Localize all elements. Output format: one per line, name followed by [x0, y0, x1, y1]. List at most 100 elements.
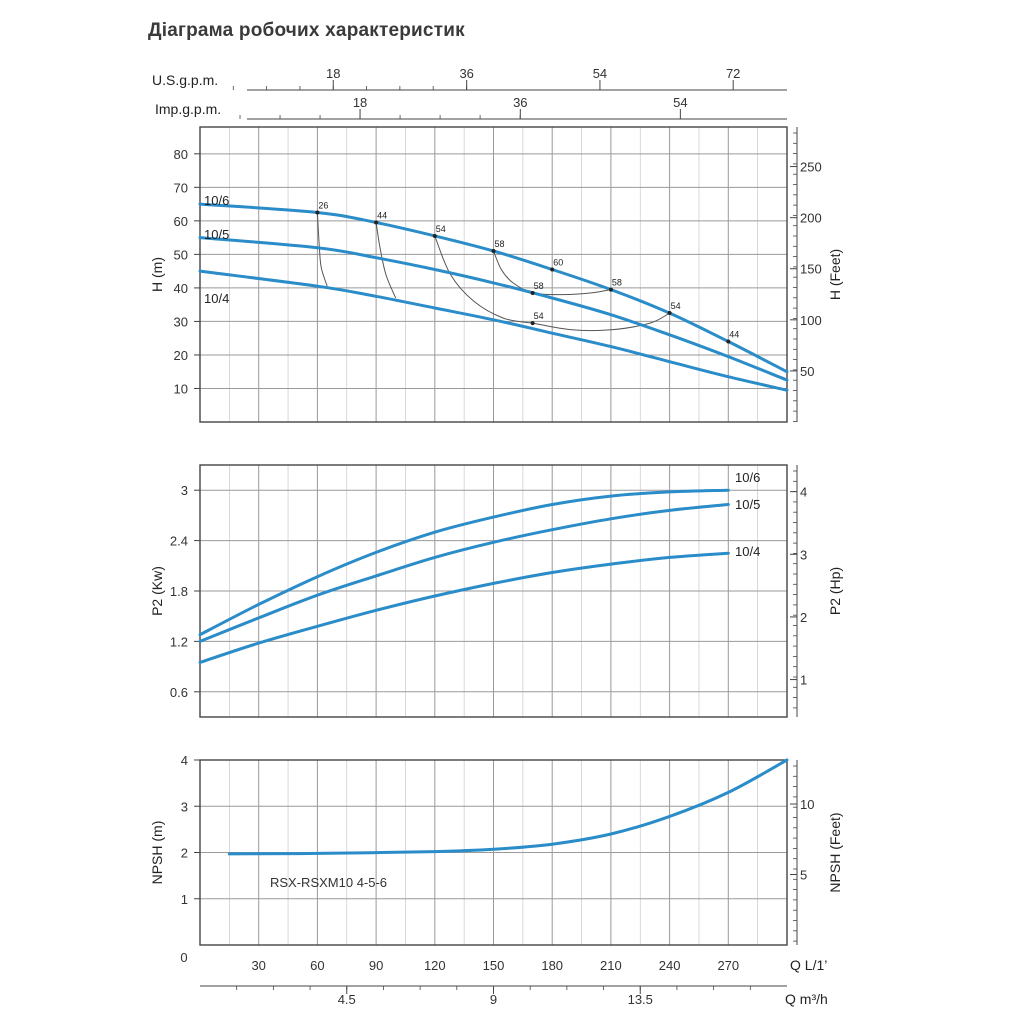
x-tick-label: 270	[717, 958, 739, 973]
y-tick-label: 1	[181, 892, 188, 907]
efficiency-label: 58	[612, 278, 622, 288]
head-chart: 10 20 30 40 50 60 70 80 50 100 150 200 250 H (m) H (Fe…	[149, 126, 843, 423]
series-label: 10/6	[204, 193, 229, 208]
x-tick-label: 90	[369, 958, 383, 973]
efficiency-label: 44	[377, 211, 387, 221]
y-tick-label: 80	[174, 147, 188, 162]
x-tick-label: 60	[310, 958, 324, 973]
right-tick-label: 150	[800, 262, 822, 277]
series-line	[198, 488, 730, 637]
efficiency-label: 58	[534, 281, 544, 291]
efficiency-point	[667, 311, 672, 316]
y-tick-label: 70	[174, 180, 188, 195]
efficiency-point	[432, 233, 437, 238]
top-axis-label: U.S.g.p.m.	[152, 72, 218, 88]
npsh-chart: 1 2 3 4 5 10 NPSH (m) NPSH (Feet) RSX-RSXM10 4-5…	[149, 753, 843, 1007]
series-line	[198, 202, 789, 374]
right-tick-label: 2	[800, 610, 807, 625]
efficiency-point	[491, 249, 496, 254]
efficiency-label: 54	[436, 224, 446, 234]
y-axis-right-label: H (Feet)	[827, 249, 843, 300]
x-tick-label: 210	[600, 958, 622, 973]
y-axis-right-label: P2 (Hp)	[827, 567, 843, 615]
y-axis-right-label: NPSH (Feet)	[827, 812, 843, 892]
top-axis-tick-label: 18	[353, 95, 367, 110]
efficiency-curve	[316, 212, 328, 287]
series-line	[198, 503, 730, 643]
efficiency-point	[374, 220, 379, 225]
efficiency-curve	[375, 222, 397, 299]
top-axis-tick-label: 18	[326, 66, 340, 81]
bottom-axis-tick-label: 9	[490, 992, 497, 1007]
bottom-axis-tick-label: 4.5	[338, 992, 356, 1007]
right-tick-label: 100	[800, 313, 822, 328]
series-line	[198, 269, 789, 392]
right-tick-label: 3	[800, 547, 807, 562]
right-tick-label: 5	[800, 868, 807, 883]
efficiency-label: 54	[671, 301, 681, 311]
power-chart: 0.6 1.2 1.8 2.4 3 1 2 3 4 P2 (Kw) P2 (Hp) 10/6 10/5 1…	[149, 464, 843, 718]
y-tick-label: 4	[181, 753, 188, 768]
page-title: Діаграма робочих характеристик	[148, 20, 465, 41]
y-tick-label: 3	[181, 483, 188, 498]
x-tick-label: 180	[541, 958, 563, 973]
y-tick-label: 1.2	[170, 634, 188, 649]
top-axis-label: Imp.g.p.m.	[155, 101, 221, 117]
x-tick-label: 240	[659, 958, 681, 973]
y-axis-label: NPSH (m)	[149, 821, 165, 885]
efficiency-label: 26	[318, 200, 328, 210]
y-tick-label: 1.8	[170, 584, 188, 599]
y-tick-label: 0.6	[170, 685, 188, 700]
series-label: 10/4	[735, 544, 760, 559]
top-axis-tick-label: 36	[459, 66, 473, 81]
x-tick-label: 120	[424, 958, 446, 973]
efficiency-curve	[532, 312, 670, 332]
series-label: 10/5	[735, 497, 760, 512]
top-axis-tick-label: 36	[513, 95, 527, 110]
efficiency-label: 44	[729, 330, 739, 340]
series-label: 10/5	[204, 227, 229, 242]
top-axis-tick-label: 54	[673, 95, 687, 110]
y-tick-label: 40	[174, 281, 188, 296]
series-line	[198, 236, 789, 382]
right-tick-label: 50	[800, 364, 814, 379]
x-origin-label: 0	[180, 950, 187, 965]
x-axis-unit-label: Q L/1’	[790, 957, 827, 973]
efficiency-point	[530, 321, 535, 326]
efficiency-point	[726, 339, 731, 344]
efficiency-label: 58	[495, 239, 505, 249]
bottom-axis-tick-label: 13.5	[628, 992, 653, 1007]
y-tick-label: 30	[174, 314, 188, 329]
series-line	[198, 551, 730, 664]
efficiency-label: 60	[553, 257, 563, 267]
right-tick-label: 4	[800, 485, 807, 500]
y-tick-label: 3	[181, 799, 188, 814]
efficiency-label: 54	[534, 311, 544, 321]
series-label: 10/4	[204, 291, 229, 306]
x-tick-label: 150	[483, 958, 505, 973]
y-tick-label: 2.4	[170, 534, 188, 549]
right-tick-label: 200	[800, 211, 822, 226]
series-label: 10/6	[735, 470, 760, 485]
efficiency-point	[530, 290, 535, 295]
top-axis-tick-label: 54	[593, 66, 607, 81]
y-axis-label: P2 (Kw)	[149, 566, 165, 616]
extra-axes: U.S.g.p.m. 18 36 54 72 Imp.g.p.m. 18 36 54	[152, 66, 787, 120]
right-tick-label: 10	[800, 797, 814, 812]
top-axis-tick-label: 72	[726, 66, 740, 81]
right-tick-label: 1	[800, 673, 807, 688]
efficiency-point	[315, 210, 320, 215]
x-tick-label: 30	[251, 958, 265, 973]
y-axis-label: H (m)	[149, 257, 165, 292]
efficiency-point	[608, 287, 613, 292]
series-line	[227, 758, 789, 856]
efficiency-point	[550, 267, 555, 272]
y-tick-label: 10	[174, 381, 188, 396]
y-tick-label: 2	[181, 846, 188, 861]
efficiency-curve	[434, 235, 533, 324]
y-tick-label: 60	[174, 214, 188, 229]
bottom-axis-unit-label: Q m³/h	[785, 991, 828, 1007]
y-tick-label: 50	[174, 247, 188, 262]
plot-frame	[199, 126, 788, 423]
